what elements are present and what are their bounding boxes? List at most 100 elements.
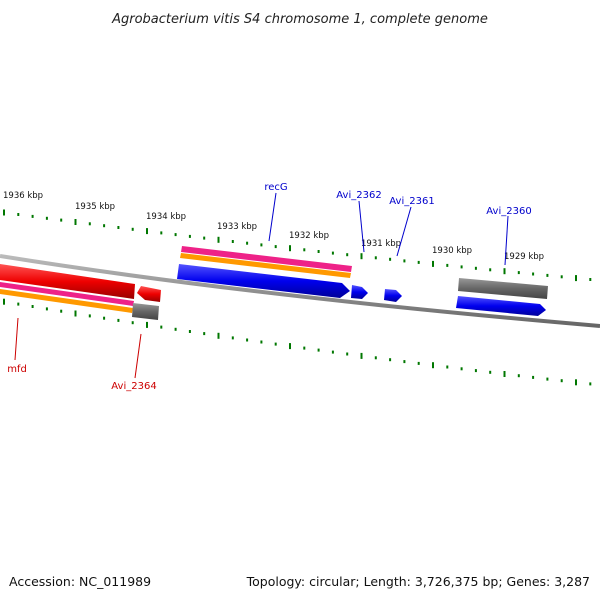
scale-label-1936: 1936 kbp [3,191,43,201]
inner-minor-tick [489,370,492,374]
outer-major-tick [289,245,291,252]
avi-2362-cds[interactable] [351,285,368,299]
outer-minor-tick [274,245,277,249]
scale-labels: 1936 kbp 1935 kbp 1934 kbp 1933 kbp 1932… [3,191,544,262]
outer-major-tick [432,260,434,267]
inner-minor-tick [589,382,592,386]
inner-minor-tick [417,361,420,365]
gene-label-avi-2362[interactable]: Avi_2362 [336,190,381,201]
inner-major-tick [575,379,577,386]
outer-scale-ticks [3,209,592,282]
outer-minor-tick [160,231,163,235]
outer-minor-tick [45,216,48,220]
avi-2364-leader [134,333,142,379]
scale-label-1932: 1932 kbp [289,231,329,241]
inner-minor-tick [532,375,535,379]
outer-minor-tick [560,275,563,279]
gene-label-avi-2360[interactable]: Avi_2360 [486,206,531,217]
outer-minor-tick [260,243,263,247]
outer-minor-tick [303,248,306,252]
recg-feature-orange[interactable] [180,253,351,278]
inner-major-tick [432,362,434,369]
inner-minor-tick [474,369,477,373]
scale-label-1935: 1935 kbp [75,202,115,212]
recg-feature-pink[interactable] [181,246,352,272]
outer-major-tick [575,275,577,282]
inner-minor-tick [389,358,392,362]
inner-minor-tick [131,321,134,325]
outer-minor-tick [246,241,249,245]
outer-major-tick [503,268,506,275]
outer-minor-tick [203,236,206,240]
inner-minor-tick [317,348,320,352]
outer-minor-tick [403,259,406,263]
gene-label-avi-2364[interactable]: Avi_2364 [111,381,156,392]
inner-major-tick [360,352,363,359]
accession-label: Accession: NC_011989 [9,574,151,589]
outer-minor-tick [389,257,392,261]
inner-minor-tick [17,302,20,306]
scale-label-1929: 1929 kbp [504,252,544,262]
inner-minor-tick [446,365,449,369]
gene-label-mfd[interactable]: mfd [7,364,27,375]
inner-minor-tick [60,309,63,313]
inner-major-tick [217,332,220,339]
outer-minor-tick [317,250,320,253]
inner-major-tick [74,310,77,317]
inner-minor-tick [303,346,306,350]
avi-2360-cds[interactable] [456,296,546,316]
outer-minor-tick [188,234,191,238]
inner-minor-tick [103,316,106,320]
outer-minor-tick [231,240,234,243]
inner-major-tick [146,321,148,328]
avi-2361-cds[interactable] [384,289,402,302]
scale-label-1933: 1933 kbp [217,222,257,232]
outer-minor-tick [60,218,63,222]
avi-2362-leader [358,200,365,253]
genome-summary: Topology: circular; Length: 3,726,375 bp… [246,574,590,589]
outer-minor-tick [117,226,120,229]
avi-2360-rna[interactable] [458,278,548,299]
avi-2364-cds[interactable] [137,286,161,302]
outer-minor-tick [417,260,420,264]
outer-major-tick [3,209,5,216]
outer-minor-tick [460,265,463,269]
outer-major-tick [360,253,363,260]
gene-label-avi-2361[interactable]: Avi_2361 [389,196,434,207]
outer-minor-tick [88,222,91,226]
avi-2364-rna[interactable] [132,303,159,320]
inner-minor-tick [174,327,177,331]
outer-minor-tick [546,273,549,277]
outer-minor-tick [446,263,449,267]
outer-minor-tick [474,266,477,270]
inner-minor-tick [274,342,277,346]
mfd-feature-pink[interactable] [0,282,134,306]
inner-minor-tick [403,360,406,364]
inner-minor-tick [517,374,520,378]
inner-scale-ticks [3,298,592,386]
mfd-feature-orange[interactable] [0,289,133,313]
outer-minor-tick [31,214,34,218]
outer-minor-tick [331,251,334,255]
inner-minor-tick [560,379,563,383]
outer-minor-tick [517,271,520,275]
inner-minor-tick [188,330,191,333]
outer-minor-tick [346,253,349,257]
genome-backbone [0,254,600,328]
inner-minor-tick [374,356,377,360]
inner-minor-tick [88,314,91,318]
scale-label-1934: 1934 kbp [146,212,186,222]
scale-label-1930: 1930 kbp [432,246,472,256]
gene-label-recg[interactable]: recG [264,182,287,193]
outer-major-tick [146,228,148,235]
inner-major-tick [3,298,5,305]
inner-minor-tick [117,318,120,322]
recg-cds[interactable] [177,264,350,298]
outer-minor-tick [532,272,535,276]
map-title: Agrobacterium vitis S4 chromosome 1, com… [111,12,488,27]
outer-minor-tick [17,213,20,216]
inner-minor-tick [546,377,549,381]
outer-minor-tick [103,224,106,228]
mfd-cds[interactable] [0,264,135,299]
avi-2360-leader [504,215,509,266]
